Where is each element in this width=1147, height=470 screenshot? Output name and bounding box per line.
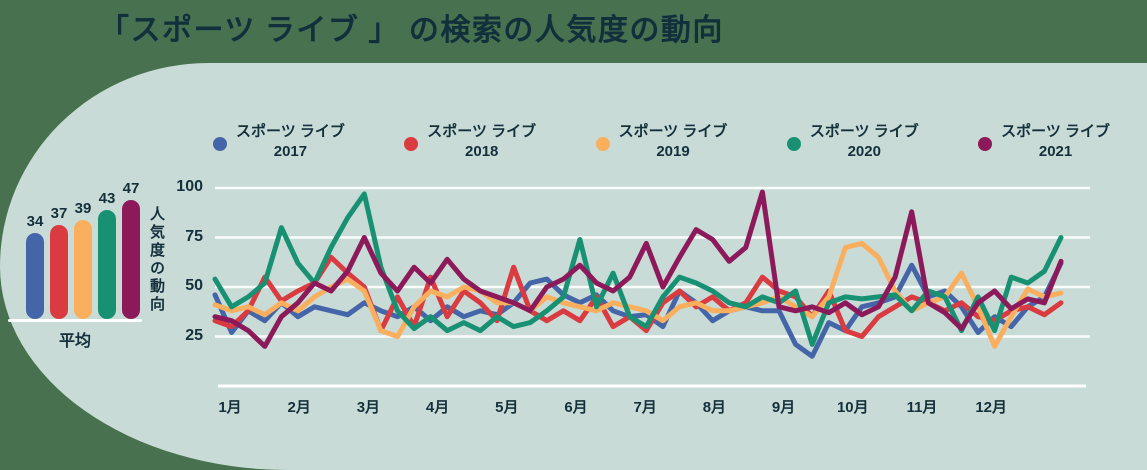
legend-label: スポーツ ライブ 2017	[236, 123, 345, 160]
average-label: 平均	[58, 333, 91, 350]
legend-dot-icon	[213, 136, 227, 151]
y-tick-25: 25	[185, 326, 203, 344]
average-value: 37	[50, 205, 68, 223]
legend-dot-icon	[786, 136, 801, 151]
average-bar-2018: 37	[50, 205, 68, 319]
legend-item-2021: スポーツ ライブ 2021	[978, 122, 1110, 161]
average-bar-shape	[122, 200, 140, 319]
average-bar-shape	[50, 225, 68, 319]
legend-item-2020: スポーツ ライブ 2020	[786, 122, 919, 161]
average-value: 39	[74, 200, 92, 218]
y-axis-tick-labels: 100 75 50 25	[158, 0, 203, 470]
average-value: 34	[26, 212, 44, 230]
average-bar-2020: 43	[98, 190, 116, 319]
average-mini-bar-chart: 34 37 39 43 47	[26, 180, 142, 319]
y-axis-title: 人気度の動向	[148, 206, 165, 314]
chart-legend: スポーツ ライブ 2017 スポーツ ライブ 2018 スポーツ ライブ 2019 スポーツ…	[213, 122, 1110, 161]
legend-dot-icon	[404, 136, 419, 151]
legend-dot-icon	[595, 136, 610, 151]
average-value: 43	[98, 190, 116, 208]
series-line-2017	[212, 260, 1064, 359]
average-bar-2017: 34	[26, 213, 44, 319]
y-tick-50: 50	[185, 277, 203, 294]
average-value: 47	[122, 180, 140, 198]
legend-label: スポーツ ライブ 2021	[1001, 123, 1110, 160]
series-line-2020	[212, 191, 1064, 347]
average-baseline	[8, 319, 142, 322]
legend-label: スポーツ ライブ 2020	[809, 123, 919, 160]
legend-dot-icon	[978, 136, 993, 151]
series-line-2019	[212, 240, 1064, 349]
average-bar-shape	[98, 210, 116, 319]
y-tick-75: 75	[185, 227, 203, 245]
y-tick-100: 100	[176, 178, 203, 195]
average-bar-2019: 39	[74, 200, 92, 319]
average-bar-shape	[74, 220, 92, 319]
legend-label: スポーツ ライブ 2018	[427, 123, 537, 160]
average-bar-2021: 47	[122, 180, 140, 319]
legend-item-2018: スポーツ ライブ 2018	[404, 122, 536, 161]
average-bar-shape	[26, 232, 44, 319]
legend-label: スポーツ ライブ 2019	[618, 123, 728, 160]
series-line-2021	[212, 189, 1064, 349]
legend-item-2019: スポーツ ライブ 2019	[595, 122, 728, 161]
page-title: 「スポーツ ライブ 」 の検索の人気度の動向	[99, 14, 724, 47]
legend-item-2017: スポーツ ライブ 2017	[213, 122, 345, 161]
